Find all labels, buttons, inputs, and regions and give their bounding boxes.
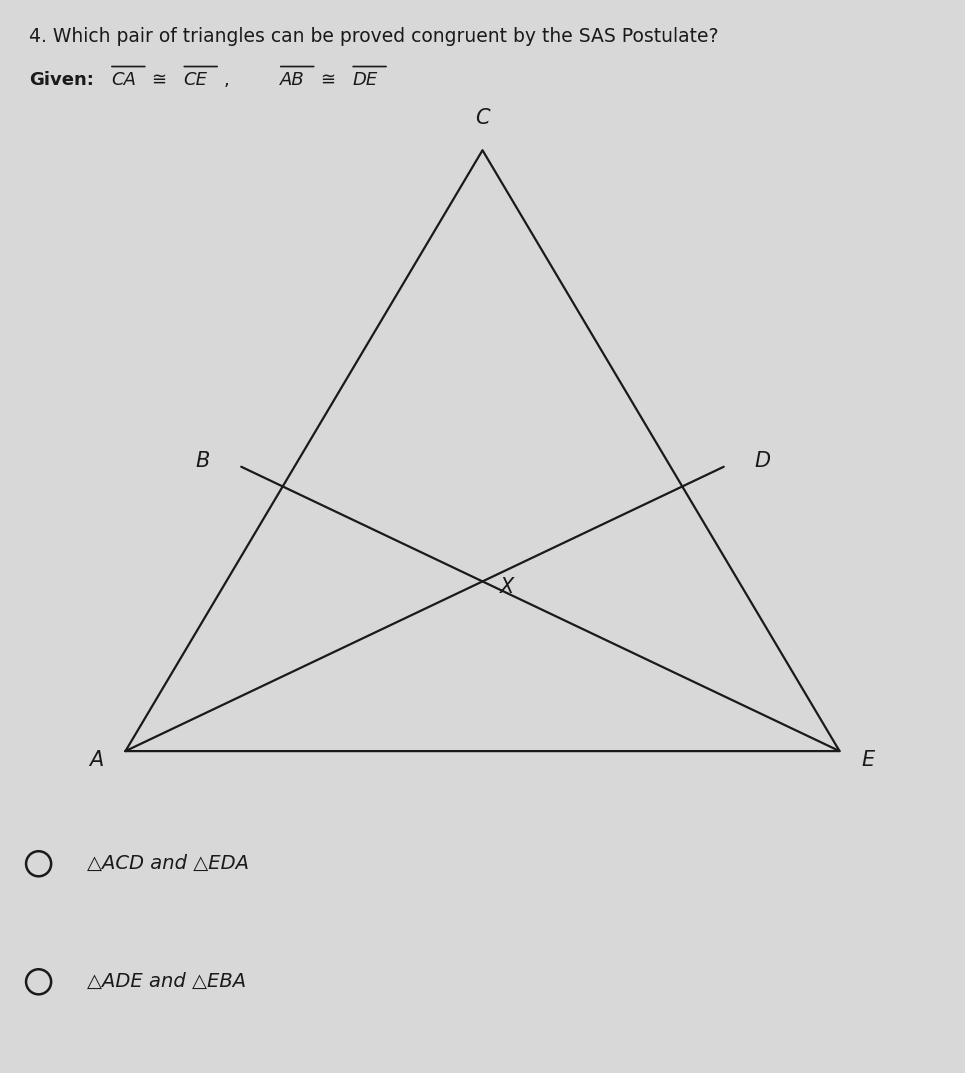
Text: D: D [755,452,770,471]
Text: △ADE and △EBA: △ADE and △EBA [87,972,246,991]
Text: AB: AB [280,72,305,89]
Text: DE: DE [352,72,377,89]
Text: A: A [90,750,103,769]
Text: CE: CE [183,72,207,89]
Text: Given:: Given: [29,72,94,89]
Text: C: C [475,108,490,128]
Text: 4. Which pair of triangles can be proved congruent by the SAS Postulate?: 4. Which pair of triangles can be proved… [29,27,719,46]
Text: B: B [196,452,209,471]
Text: ≅: ≅ [320,72,336,89]
Text: CA: CA [111,72,136,89]
Text: ,: , [224,72,230,89]
Text: E: E [862,750,875,769]
Text: ≅: ≅ [152,72,167,89]
Text: △ACD and △EDA: △ACD and △EDA [87,854,249,873]
Text: X: X [500,577,513,597]
